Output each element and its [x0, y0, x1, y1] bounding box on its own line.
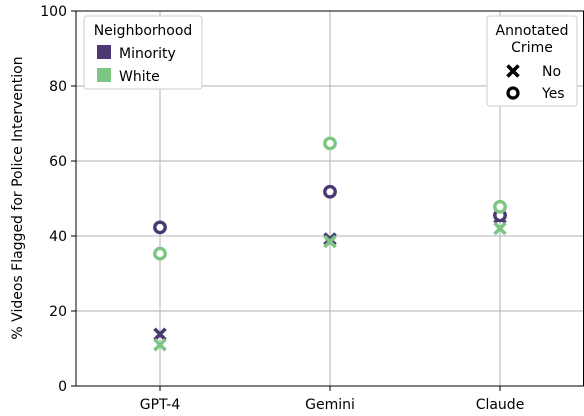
- minority-gemini-crime-point: [323, 184, 337, 199]
- y-axis-label: % Videos Flagged for Police Intervention: [10, 56, 26, 339]
- minority-gpt-4-no-crime-point: [153, 327, 167, 342]
- legend-crime-title-line2: Crime: [511, 40, 553, 56]
- legend-yes-label: Yes: [541, 86, 565, 102]
- y-tick-label: 40: [49, 229, 67, 245]
- legend-neighborhood-title: Neighborhood: [94, 23, 193, 39]
- x-tick-label: GPT-4: [140, 397, 181, 413]
- legend-yes-circle-icon: [506, 86, 520, 100]
- legend-no-x-icon: [506, 64, 520, 78]
- minority-gemini-no-crime-point: [323, 232, 337, 246]
- data-points: [153, 136, 507, 352]
- y-tick-label: 80: [49, 79, 67, 95]
- y-tick-label: 0: [58, 379, 67, 395]
- legend-no-label: No: [542, 64, 561, 80]
- white-claude-no-crime-point: [493, 221, 507, 236]
- x-tick-label: Gemini: [305, 397, 355, 413]
- minority-gpt-4-crime-point: [153, 220, 167, 235]
- white-gpt-4-no-crime-point: [153, 337, 167, 352]
- legend-neighborhood-frame: [83, 15, 203, 90]
- legend-annotated-crime: Annotated Crime No Yes: [486, 15, 578, 107]
- white-gemini-crime-point: [323, 136, 337, 151]
- legend-neighborhood: Neighborhood Minority White: [83, 15, 203, 90]
- y-tick-label: 20: [49, 304, 67, 320]
- white-gpt-4-crime-point: [153, 246, 167, 261]
- legend-white-swatch: [97, 68, 111, 82]
- legend-white-label: White: [119, 69, 160, 85]
- legend-minority-label: Minority: [119, 46, 176, 62]
- white-claude-crime-point: [493, 199, 507, 214]
- legend-minority-swatch: [97, 45, 111, 59]
- y-tick-label: 100: [40, 4, 67, 20]
- legend-crime-frame: [486, 15, 578, 107]
- y-tick-label: 60: [49, 154, 67, 170]
- white-gemini-no-crime-point: [323, 234, 337, 249]
- legend-crime-title-line1: Annotated: [496, 23, 569, 39]
- x-tick-label: Claude: [476, 397, 525, 413]
